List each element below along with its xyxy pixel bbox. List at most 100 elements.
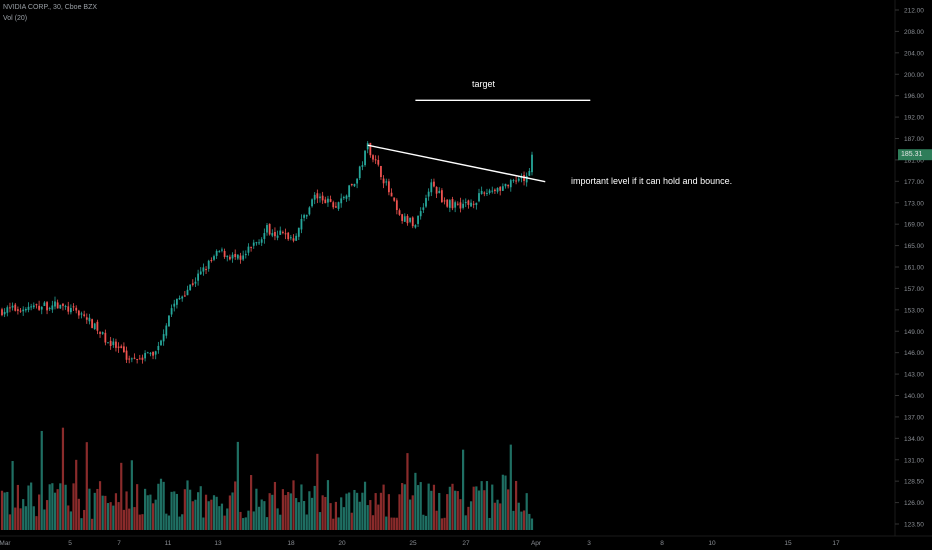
volume-bar (85, 442, 88, 530)
y-tick-label: 146.00 (904, 350, 924, 357)
volume-bar (295, 498, 298, 530)
volume-bar (244, 517, 247, 530)
candle (223, 248, 226, 259)
volume-bar (138, 514, 141, 530)
candle (252, 239, 255, 249)
volume-bar (250, 475, 253, 530)
volume-bar (130, 460, 133, 530)
y-tick-label: 212.00 (904, 8, 924, 15)
volume-bar (403, 484, 406, 530)
y-tick-label: 200.00 (904, 72, 924, 79)
candle (56, 299, 59, 309)
candle (136, 358, 139, 364)
volume-bar (0, 490, 4, 530)
candle (274, 227, 276, 241)
volume-bar (385, 516, 388, 530)
y-tick-label: 131.00 (904, 457, 924, 464)
volume-bar (173, 491, 176, 530)
volume-bar (27, 485, 30, 530)
candle (38, 300, 40, 311)
candle (67, 301, 70, 315)
candle (472, 200, 475, 209)
candle (446, 199, 449, 208)
volume-bar (19, 508, 22, 530)
candle (112, 338, 115, 348)
volume-bar (522, 510, 526, 530)
x-tick-label: Apr (531, 540, 542, 547)
candle (427, 188, 430, 201)
volume-bar (414, 472, 417, 530)
volume-bar (112, 505, 115, 530)
candle (229, 254, 231, 261)
candle (316, 189, 319, 204)
volume-bar (223, 515, 226, 530)
volume-bar (430, 490, 433, 530)
candle (239, 252, 242, 264)
y-tick-label: 208.00 (904, 29, 924, 36)
candle (125, 346, 128, 364)
trendline[interactable] (367, 144, 546, 183)
candle (459, 197, 462, 213)
candle (504, 183, 507, 189)
candle (478, 188, 480, 203)
candle (194, 277, 197, 288)
x-tick-label: 11 (165, 540, 172, 547)
volume-bar (175, 493, 178, 530)
candle (462, 199, 464, 210)
candle (441, 188, 443, 203)
candle (470, 199, 472, 207)
candle (22, 306, 25, 316)
volume-bar (316, 453, 319, 530)
candle (486, 188, 488, 196)
candle (109, 336, 112, 350)
candle (411, 216, 414, 229)
candle (263, 228, 266, 244)
volume-bar (379, 492, 383, 530)
candle (130, 357, 133, 363)
candle (501, 183, 504, 191)
symbol-legend[interactable]: NVIDIA CORP., 30, Cboe BZX (3, 4, 98, 11)
volume-bar (345, 493, 348, 530)
candle (366, 141, 369, 154)
y-tick-label: 157.00 (904, 286, 924, 293)
candle (99, 331, 101, 338)
candle (287, 231, 290, 241)
candle (329, 195, 332, 203)
price-axis[interactable]: 212.00 208.00 204.00 200.00 196.00 192.00 187.… (895, 8, 924, 529)
candle (152, 351, 154, 360)
volume-bar (340, 497, 343, 530)
candle (27, 302, 30, 313)
volume-bar (499, 503, 502, 530)
volume-bar (271, 494, 274, 530)
candle (377, 155, 380, 167)
volume-bar (493, 502, 496, 530)
candle (162, 329, 165, 346)
candle (221, 247, 223, 253)
time-axis[interactable]: Mar 5 7 11 13 18 20 25 27 Apr 3 8 10 15 17 (0, 540, 840, 547)
volume-bar (462, 449, 465, 530)
volume-bar (483, 490, 486, 530)
volume-bar (239, 511, 242, 530)
x-tick-label: 20 (338, 540, 346, 547)
volume-bar (226, 508, 229, 530)
volume-bars (0, 427, 534, 530)
volume-bar (369, 500, 372, 530)
volume-bar (313, 485, 316, 530)
y-tick-label: 173.00 (904, 200, 924, 207)
candle (199, 267, 202, 276)
volume-bar (247, 510, 250, 530)
candle (364, 150, 366, 167)
volume-bar (210, 499, 213, 530)
volume-bar (393, 517, 396, 530)
candle (91, 318, 93, 329)
candle (276, 230, 279, 241)
candle (332, 200, 335, 210)
volume-bar (194, 499, 197, 530)
volume-bar (509, 444, 512, 530)
volume-bar (30, 482, 33, 530)
candle (146, 351, 149, 354)
volume-bar (189, 489, 192, 530)
volume-legend[interactable]: Vol (20) (3, 15, 28, 22)
